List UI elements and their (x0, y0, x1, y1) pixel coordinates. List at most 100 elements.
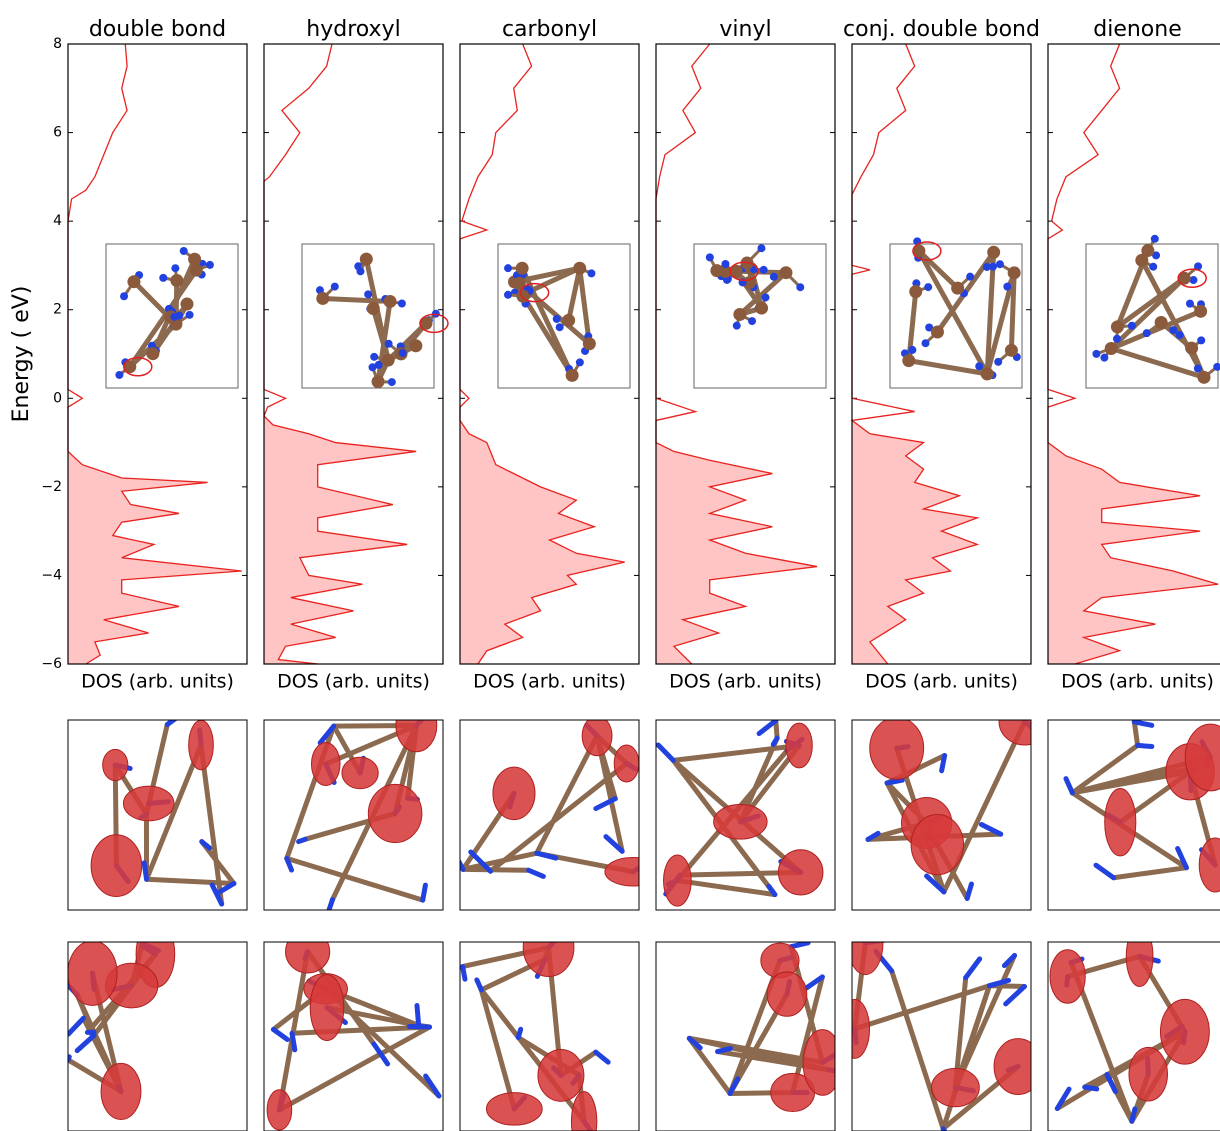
orbital-lobe (803, 1030, 842, 1096)
orbital-lobe (931, 1068, 979, 1106)
orbital-content (287, 699, 437, 912)
bond (967, 884, 971, 898)
dos-fill (1048, 443, 1218, 664)
orbital-view (656, 720, 835, 910)
hydrogen-atom (120, 292, 128, 300)
bond (677, 881, 774, 895)
bond (942, 756, 945, 771)
carbon-atom (981, 367, 994, 380)
bond (596, 1052, 608, 1062)
orbital-content (453, 716, 661, 886)
bond (1114, 868, 1187, 878)
orbital-view (453, 716, 661, 910)
orbital-view (852, 698, 1051, 910)
hydrogen-atom (186, 311, 194, 319)
orbital-lobe (778, 850, 823, 895)
x-axis-label: DOS (arb. units) (473, 671, 626, 693)
carbon-atom (1111, 320, 1124, 333)
carbon-atom (360, 253, 373, 266)
hydrogen-atom (921, 339, 929, 347)
bond (1132, 1109, 1135, 1121)
orbital-lobe (1199, 838, 1220, 892)
panel-title: dienone (1093, 17, 1182, 42)
carbon-atom (1005, 344, 1018, 357)
hydrogen-atom (760, 266, 768, 274)
carbon-atom (127, 275, 140, 288)
carbon-atom (409, 339, 422, 352)
y-tick-label: 6 (53, 125, 62, 141)
hydrogen-atom (924, 283, 932, 291)
carbon-atom (382, 354, 395, 367)
hydrogen-atom (996, 260, 1004, 268)
hydrogen-atom (757, 244, 765, 252)
bond (77, 1035, 94, 1050)
orbital-lobe (1126, 926, 1153, 986)
x-axis-label: DOS (arb. units) (81, 671, 234, 693)
bond (529, 870, 544, 876)
bond (1138, 745, 1152, 746)
bond (892, 971, 943, 1129)
hydrogen-atom (159, 274, 167, 282)
dos-fill (68, 451, 242, 664)
orbital-content (463, 919, 609, 1131)
hydrogen-atom (1194, 364, 1202, 372)
carbon-atom (1194, 305, 1207, 318)
carbon-atom (367, 302, 380, 315)
hydrogen-atom (171, 264, 179, 272)
bond (477, 980, 481, 990)
hydrogen-atom (762, 293, 770, 301)
carbon-atom (710, 264, 723, 277)
dos-fill (852, 420, 977, 664)
hydrogen-atom (504, 264, 512, 272)
orbital-lobe (103, 749, 128, 780)
hydrogen-atom (1189, 276, 1197, 284)
carbon-atom (562, 314, 575, 327)
carbon-atom (779, 266, 792, 279)
orbital-view (460, 919, 639, 1131)
carbon-atom (188, 253, 201, 266)
hydrogen-atom (721, 260, 729, 268)
carbon-atom (1105, 342, 1118, 355)
panel-title: double bond (89, 17, 226, 42)
orbital-lobe (538, 1050, 584, 1102)
y-tick-label: −2 (41, 479, 62, 495)
carbon-atom (372, 375, 385, 388)
orbital-lobe (368, 784, 422, 842)
x-axis-label: DOS (arb. units) (1061, 671, 1214, 693)
orbital-lobe (189, 720, 214, 769)
carbon-atom (573, 262, 586, 275)
hydrogen-atom (1176, 331, 1184, 339)
carbon-atom (146, 347, 159, 360)
orbital-lobe (1105, 789, 1136, 856)
y-tick-label: 2 (53, 302, 62, 318)
bond (1011, 273, 1014, 351)
bond (167, 714, 182, 725)
bond (855, 986, 990, 1029)
carbon-atom (1155, 316, 1168, 329)
orbital-lobe (267, 1090, 292, 1130)
hydrogen-atom (796, 283, 804, 291)
orbital-lobe (911, 815, 963, 875)
carbon-atom (1185, 342, 1198, 355)
hydrogen-atom (385, 340, 393, 348)
hydrogen-atom (370, 353, 378, 361)
hydrogen-atom (966, 273, 974, 281)
orbital-lobe (123, 786, 174, 821)
panel-title: carbonyl (502, 17, 597, 42)
bond (1096, 865, 1114, 878)
bond (1006, 986, 1025, 1003)
orbital-lobe (523, 919, 574, 977)
orbital-content (868, 698, 1051, 899)
hydrogen-atom (553, 315, 561, 323)
orbital-view (1048, 720, 1220, 910)
carbon-atom (1008, 266, 1021, 279)
bond (658, 745, 673, 760)
carbon-atom (583, 337, 596, 350)
orbital-lobe (493, 767, 535, 819)
dos-fill (264, 416, 416, 664)
orbital-lobe (342, 757, 378, 788)
carbon-atom (384, 295, 397, 308)
hydrogen-atom (388, 378, 396, 386)
bond (759, 721, 776, 734)
orbital-lobe (582, 716, 612, 756)
